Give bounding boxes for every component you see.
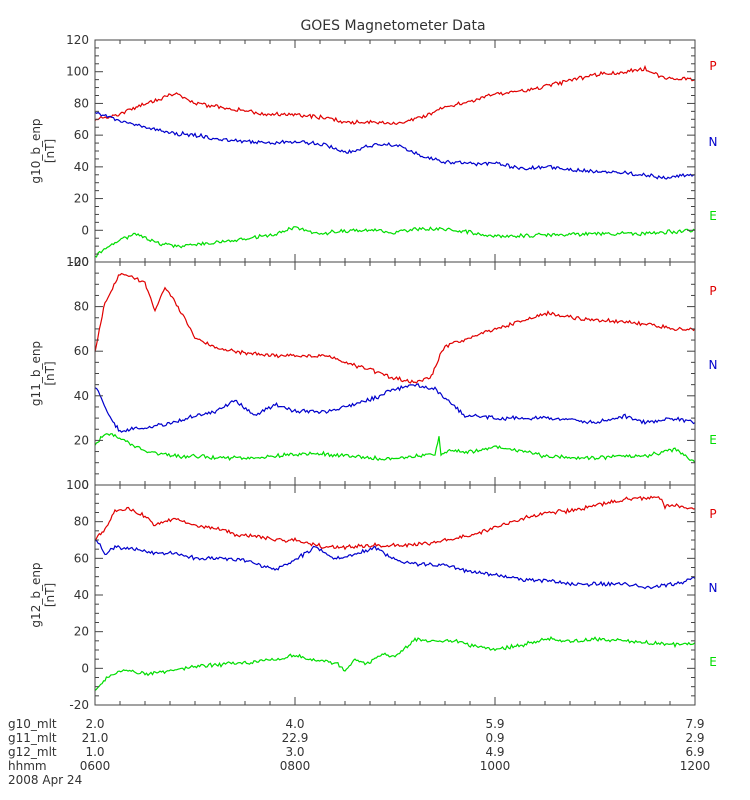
legend-entry-E: E: [709, 209, 717, 223]
y-tick-label: 120: [66, 33, 89, 47]
x-tick-label: 0.9: [485, 731, 504, 745]
y-tick-label: 80: [74, 96, 89, 110]
legend-entry-P: P: [709, 284, 716, 298]
y-axis-unit: [nT]: [43, 139, 57, 163]
y-tick-label: -20: [69, 255, 89, 269]
x-row-label: g12_mlt: [8, 745, 57, 759]
series-E-line: [94, 433, 696, 464]
y-tick-label: 40: [74, 160, 89, 174]
series-P-line: [94, 272, 696, 384]
y-tick-label: 40: [74, 389, 89, 403]
series-N-line: [94, 539, 696, 590]
y-axis-label: g10_b_enp: [29, 118, 43, 183]
legend-entry-P: P: [709, 59, 716, 73]
legend-entry-N: N: [709, 135, 718, 149]
legend-entry-E: E: [709, 655, 717, 669]
x-tick-label: 21.0: [82, 731, 109, 745]
y-tick-label: 60: [74, 344, 89, 358]
series-N-line: [94, 111, 696, 180]
x-tick-label: 0800: [280, 759, 311, 773]
x-tick-label: 22.9: [282, 731, 309, 745]
panel-1: -20 0 20 40 60 80 100 120 g10_b_enp [nT] P N E: [29, 33, 717, 269]
y-axis-unit: [nT]: [43, 583, 57, 607]
y-tick-label: 20: [74, 625, 89, 639]
panel-2: 0 20 40 60 80 100 g11_b_enp [nT] P N E: [29, 255, 717, 492]
legend-entry-P: P: [709, 507, 716, 521]
y-axis-unit: [nT]: [43, 361, 57, 385]
x-tick-label: 3.0: [285, 745, 304, 759]
x-tick-label: 2.9: [685, 731, 704, 745]
x-tick-label: 1200: [680, 759, 711, 773]
chart-title: GOES Magnetometer Data: [300, 18, 485, 34]
x-axis-info: g10_mlt 2.0 4.0 5.9 7.9 g11_mlt 21.0 22.9 0.9 2.9…: [8, 717, 710, 787]
series-P-line: [94, 64, 696, 125]
x-tick-label: 4.9: [485, 745, 504, 759]
x-tick-label: 2.0: [85, 717, 104, 731]
x-row-label: g11_mlt: [8, 731, 57, 745]
y-axis-label: g11_b_enp: [29, 341, 43, 406]
date-label: 2008 Apr 24: [8, 773, 82, 787]
y-tick-label: 0: [81, 661, 89, 675]
y-tick-label: 100: [66, 65, 89, 79]
y-tick-label: 20: [74, 192, 89, 206]
panel-3: -20 0 20 40 60 80 100 g12_b_enp [nT] P N E: [29, 478, 717, 712]
y-tick-label: 20: [74, 433, 89, 447]
y-tick-label: 40: [74, 588, 89, 602]
x-tick-label: 5.9: [485, 717, 504, 731]
x-tick-label: 6.9: [685, 745, 704, 759]
legend-entry-N: N: [709, 358, 718, 372]
series-E-line: [94, 226, 696, 258]
y-tick-label: 60: [74, 128, 89, 142]
series-P-line: [94, 495, 696, 551]
legend-entry-N: N: [709, 581, 718, 595]
y-tick-label: 0: [81, 223, 89, 237]
x-row-label: hhmm: [8, 759, 47, 773]
x-tick-label: 4.0: [285, 717, 304, 731]
series-E-line: [94, 635, 696, 692]
y-axis-label: g12_b_enp: [29, 562, 43, 627]
x-tick-label: 1.0: [85, 745, 104, 759]
y-tick-label: 100: [66, 478, 89, 492]
x-tick-label: 1000: [480, 759, 511, 773]
y-tick-label: 100: [66, 255, 89, 269]
y-tick-label: 80: [74, 300, 89, 314]
y-tick-label: -20: [69, 698, 89, 712]
x-row-label: g10_mlt: [8, 717, 57, 731]
y-tick-label: 60: [74, 551, 89, 565]
x-tick-label: 7.9: [685, 717, 704, 731]
y-tick-label: 80: [74, 515, 89, 529]
x-tick-label: 0600: [80, 759, 111, 773]
legend-entry-E: E: [709, 433, 717, 447]
y-tick-label: 0: [81, 478, 89, 492]
series-N-line: [94, 383, 696, 433]
